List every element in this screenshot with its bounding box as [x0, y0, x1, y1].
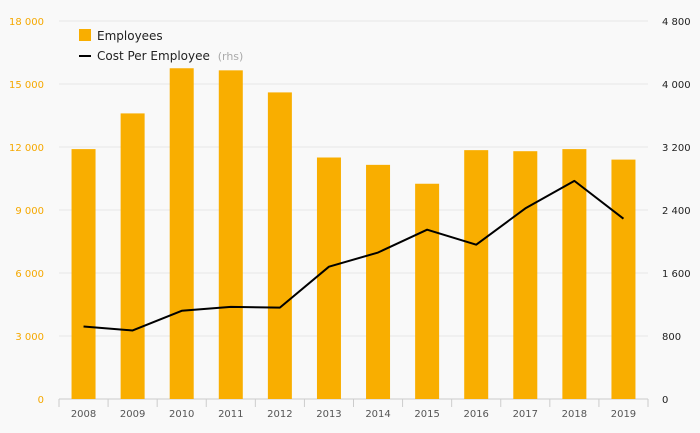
x-tick-label-2010: 2010 [169, 409, 194, 420]
legend-label-employees: Employees [97, 29, 163, 43]
legend-label-rhs-suffix: (rhs) [218, 50, 244, 63]
left-tick-label-1: 3 000 [15, 332, 44, 343]
bar-2014 [366, 164, 391, 399]
x-tick-label-2011: 2011 [218, 409, 243, 420]
right-tick-label-0: 0 [662, 395, 668, 406]
right-tick-label-6: 4 800 [662, 17, 691, 28]
right-tick-label-1: 800 [662, 332, 681, 343]
x-tick-label-2009: 2009 [120, 409, 145, 420]
right-axis: 0 800 1 600 2 400 3 200 4 000 4 800 [662, 17, 691, 406]
x-tick-label-2008: 2008 [71, 409, 96, 420]
x-tick-label-2012: 2012 [267, 409, 292, 420]
x-axis: 2008 2009 2010 2011 2012 2013 2014 2015 2016 2017… [58, 399, 649, 420]
x-tick-label-2019: 2019 [611, 409, 636, 420]
x-tick-label-2018: 2018 [562, 409, 587, 420]
bar-2013 [316, 157, 341, 399]
bar-2019 [611, 159, 636, 399]
legend-label-cost-per-employee-name: Cost Per Employee [97, 49, 210, 63]
legend: Employees Cost Per Employee (rhs) [79, 29, 243, 63]
legend-swatch-employees [79, 29, 91, 41]
bar-2017 [513, 151, 538, 399]
legend-label-cost-per-employee: Cost Per Employee (rhs) [97, 49, 243, 63]
left-tick-label-0: 0 [38, 395, 44, 406]
left-tick-label-5: 15 000 [9, 80, 44, 91]
left-tick-label-3: 9 000 [15, 206, 44, 217]
left-tick-label-6: 18 000 [9, 17, 44, 28]
bar-2008 [71, 149, 96, 399]
bar-2018 [562, 149, 587, 399]
line-series [83, 179, 625, 332]
right-tick-label-5: 4 000 [662, 80, 691, 91]
left-tick-label-4: 12 000 [9, 143, 44, 154]
x-tick-label-2016: 2016 [463, 409, 488, 420]
left-tick-label-2: 6 000 [15, 269, 44, 280]
bar-2009 [120, 113, 145, 400]
right-tick-label-4: 3 200 [662, 143, 691, 154]
x-tick-label-2013: 2013 [316, 409, 341, 420]
x-tick-label-2015: 2015 [414, 409, 439, 420]
bar-series [71, 68, 636, 400]
right-tick-label-3: 2 400 [662, 206, 691, 217]
bar-2016 [464, 150, 489, 399]
right-tick-label-2: 1 600 [662, 269, 691, 280]
x-tick-label-2014: 2014 [365, 409, 390, 420]
line-cost-per-employee [83, 179, 625, 332]
bar-2015 [415, 183, 440, 399]
bar-2011 [218, 70, 243, 399]
bar-2010 [169, 68, 194, 399]
grid-lines [59, 20, 648, 400]
left-axis: 0 3 000 6 000 9 000 12 000 15 000 18 000 [9, 17, 44, 406]
x-tick-label-2017: 2017 [513, 409, 538, 420]
bar-2012 [267, 92, 292, 400]
